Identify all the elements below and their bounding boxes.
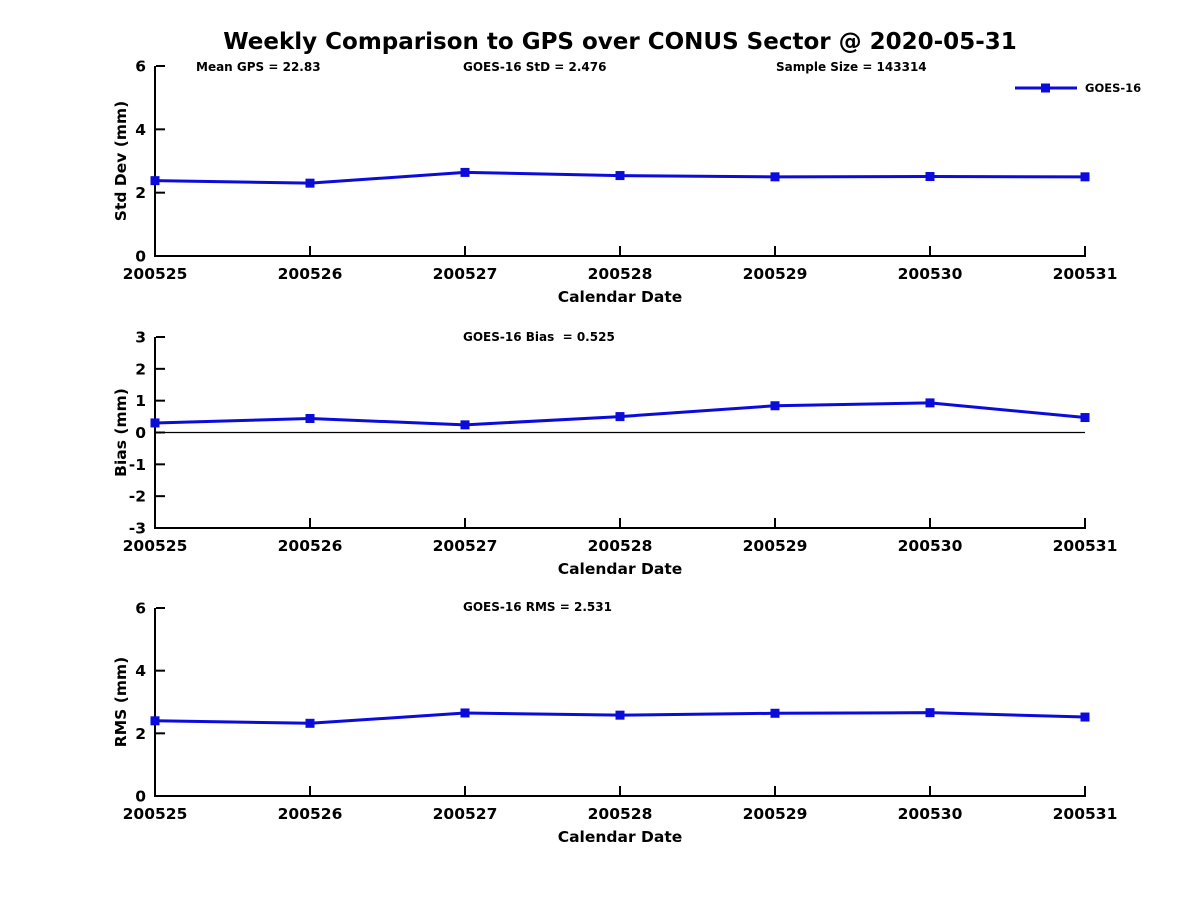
y-tick-label: -2 — [129, 488, 146, 506]
data-point-200526 — [305, 178, 315, 188]
x-tick-label: 200529 — [743, 265, 808, 283]
x-tick-label: 200529 — [743, 537, 808, 555]
data-point-200530 — [925, 172, 935, 182]
data-point-200531 — [1080, 712, 1090, 722]
data-point-200529 — [770, 401, 780, 411]
y-tick-label: 1 — [135, 392, 146, 410]
x-tick-label: 200527 — [433, 805, 498, 823]
data-point-200526 — [305, 718, 315, 728]
x-axis-label: Calendar Date — [558, 828, 683, 846]
x-tick-label: 200525 — [123, 265, 188, 283]
y-tick-label: 0 — [135, 788, 146, 806]
y-tick-label: 2 — [135, 725, 146, 743]
data-point-200531 — [1080, 413, 1090, 423]
x-tick-label: 200531 — [1053, 537, 1118, 555]
data-point-200528 — [615, 710, 625, 720]
data-point-200528 — [615, 412, 625, 422]
data-point-200528 — [615, 171, 625, 181]
y-axis-label: Bias (mm) — [112, 388, 130, 477]
data-point-200527 — [460, 708, 470, 718]
y-tick-label: 4 — [135, 121, 146, 139]
x-tick-label: 200530 — [898, 265, 963, 283]
y-tick-label: 6 — [135, 58, 146, 76]
x-tick-label: 200526 — [278, 537, 343, 555]
y-tick-label: 0 — [135, 424, 146, 442]
y-tick-label: 4 — [135, 662, 146, 680]
y-axis-label: Std Dev (mm) — [112, 101, 130, 221]
annotation-goes16-std: GOES-16 StD = 2.476 — [463, 60, 607, 74]
rms-chart: 0 2 4 6 200525 200526 200527 200528 200529 200530… — [112, 600, 1117, 847]
x-tick-label: 200526 — [278, 265, 343, 283]
y-tick-label: -1 — [129, 456, 146, 474]
y-tick-label: 2 — [135, 184, 146, 202]
data-point-200530 — [925, 708, 935, 718]
x-tick-label: 200528 — [588, 265, 653, 283]
x-tick-label: 200529 — [743, 805, 808, 823]
legend: GOES-16 — [1014, 81, 1141, 95]
x-tick-label: 200531 — [1053, 805, 1118, 823]
x-tick-label: 200526 — [278, 805, 343, 823]
x-tick-label: 200528 — [588, 805, 653, 823]
annotation-goes16-rms: GOES-16 RMS = 2.531 — [463, 600, 612, 614]
annotation-mean-gps: Mean GPS = 22.83 — [196, 60, 321, 74]
y-tick-label: 6 — [135, 600, 146, 618]
data-point-200527 — [460, 167, 470, 177]
y-tick-label: 0 — [135, 248, 146, 266]
legend-label: GOES-16 — [1085, 81, 1142, 95]
x-tick-label: 200527 — [433, 265, 498, 283]
x-tick-label: 200528 — [588, 537, 653, 555]
x-tick-label: 200525 — [123, 537, 188, 555]
data-point-200525 — [150, 418, 160, 428]
data-point-200527 — [460, 420, 470, 430]
data-point-200530 — [925, 398, 935, 408]
x-tick-label: 200530 — [898, 805, 963, 823]
x-tick-label: 200530 — [898, 537, 963, 555]
x-tick-label: 200527 — [433, 537, 498, 555]
y-tick-label: 2 — [135, 360, 146, 378]
data-point-200529 — [770, 172, 780, 182]
data-point-200525 — [150, 716, 160, 726]
annotation-sample-size: Sample Size = 143314 — [776, 60, 927, 74]
x-axis-label: Calendar Date — [558, 560, 683, 578]
y-tick-label: 3 — [135, 329, 146, 347]
data-point-200531 — [1080, 172, 1090, 182]
x-tick-label: 200531 — [1053, 265, 1118, 283]
x-axis-label: Calendar Date — [558, 288, 683, 306]
chart-title: Weekly Comparison to GPS over CONUS Sect… — [223, 29, 1017, 55]
data-point-200529 — [770, 708, 780, 718]
data-point-200526 — [305, 413, 315, 423]
x-tick-label: 200525 — [123, 805, 188, 823]
annotation-goes16-bias: GOES-16 Bias = 0.525 — [463, 330, 615, 344]
y-axis-label: RMS (mm) — [112, 657, 130, 747]
data-point-200525 — [150, 176, 160, 186]
y-tick-label: -3 — [129, 520, 146, 538]
legend-marker-icon — [1015, 83, 1077, 93]
stddev-chart: 0 2 4 6 200525 200526 200527 200528 200529 200530… — [112, 58, 1117, 307]
